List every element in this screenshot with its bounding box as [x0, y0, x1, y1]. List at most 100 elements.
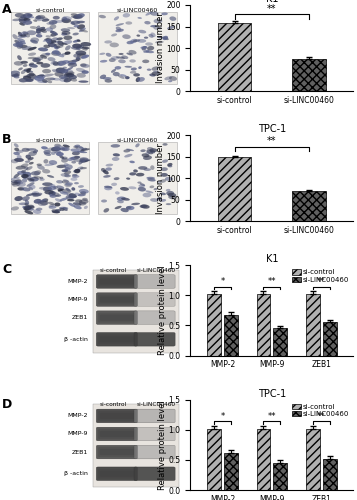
Ellipse shape — [160, 192, 166, 195]
Ellipse shape — [76, 45, 84, 50]
Ellipse shape — [65, 52, 71, 55]
Ellipse shape — [126, 178, 130, 180]
Ellipse shape — [68, 196, 77, 198]
Ellipse shape — [54, 186, 58, 190]
Ellipse shape — [71, 178, 77, 181]
FancyBboxPatch shape — [134, 427, 175, 441]
Ellipse shape — [74, 169, 80, 173]
Ellipse shape — [36, 16, 41, 20]
Ellipse shape — [113, 72, 120, 76]
Ellipse shape — [59, 207, 68, 210]
Ellipse shape — [74, 14, 83, 19]
FancyBboxPatch shape — [96, 446, 137, 459]
Ellipse shape — [27, 208, 34, 210]
Ellipse shape — [103, 175, 111, 178]
Ellipse shape — [44, 74, 54, 77]
Ellipse shape — [129, 60, 136, 62]
Ellipse shape — [66, 73, 74, 77]
Ellipse shape — [115, 28, 124, 32]
Text: β -actin: β -actin — [64, 471, 88, 476]
Ellipse shape — [126, 52, 133, 56]
Text: MMP-2: MMP-2 — [67, 279, 88, 284]
Text: si-LINC00460: si-LINC00460 — [137, 402, 176, 407]
Ellipse shape — [104, 186, 112, 190]
Bar — [218, 158, 251, 221]
FancyBboxPatch shape — [96, 467, 137, 480]
Ellipse shape — [161, 168, 168, 171]
Ellipse shape — [27, 14, 33, 16]
Ellipse shape — [116, 56, 125, 59]
Ellipse shape — [49, 20, 57, 25]
Ellipse shape — [73, 159, 82, 162]
Ellipse shape — [19, 22, 25, 26]
Ellipse shape — [135, 144, 140, 148]
Ellipse shape — [137, 39, 146, 43]
Ellipse shape — [80, 159, 86, 162]
Ellipse shape — [26, 74, 37, 78]
Ellipse shape — [57, 188, 63, 192]
Ellipse shape — [76, 50, 86, 56]
Ellipse shape — [37, 27, 45, 31]
Ellipse shape — [65, 167, 71, 171]
Ellipse shape — [144, 21, 151, 24]
Ellipse shape — [67, 62, 76, 64]
Ellipse shape — [44, 150, 51, 154]
Ellipse shape — [22, 46, 32, 50]
Ellipse shape — [55, 20, 63, 23]
Ellipse shape — [75, 146, 84, 150]
Text: A: A — [2, 4, 12, 16]
Text: si-control: si-control — [100, 402, 127, 407]
Ellipse shape — [128, 186, 136, 190]
Ellipse shape — [168, 195, 177, 200]
Ellipse shape — [81, 70, 89, 74]
Ellipse shape — [70, 20, 80, 25]
Ellipse shape — [150, 150, 155, 154]
Ellipse shape — [79, 160, 83, 164]
Ellipse shape — [146, 150, 153, 154]
Ellipse shape — [150, 198, 159, 202]
FancyBboxPatch shape — [98, 334, 136, 344]
Ellipse shape — [111, 34, 117, 36]
Ellipse shape — [111, 69, 116, 73]
Ellipse shape — [49, 160, 57, 165]
Ellipse shape — [55, 148, 61, 151]
Ellipse shape — [29, 184, 35, 190]
Ellipse shape — [168, 80, 172, 82]
Ellipse shape — [73, 54, 81, 58]
Y-axis label: Invasion number: Invasion number — [156, 142, 165, 214]
Ellipse shape — [16, 150, 24, 153]
Bar — [273, 463, 287, 490]
Ellipse shape — [40, 200, 49, 205]
FancyBboxPatch shape — [98, 276, 136, 286]
Ellipse shape — [42, 18, 49, 22]
Ellipse shape — [59, 156, 64, 159]
Ellipse shape — [12, 182, 21, 186]
Ellipse shape — [103, 77, 111, 80]
Ellipse shape — [44, 152, 51, 156]
Ellipse shape — [145, 190, 154, 194]
Ellipse shape — [116, 23, 124, 26]
Ellipse shape — [35, 16, 44, 21]
Ellipse shape — [106, 164, 113, 166]
Ellipse shape — [37, 80, 47, 83]
Ellipse shape — [52, 20, 57, 24]
Ellipse shape — [120, 74, 127, 77]
Ellipse shape — [67, 199, 75, 202]
Ellipse shape — [36, 26, 40, 29]
Ellipse shape — [61, 169, 68, 172]
Text: **: ** — [267, 136, 277, 146]
Ellipse shape — [24, 204, 34, 208]
Ellipse shape — [138, 30, 146, 34]
Ellipse shape — [163, 37, 169, 40]
Y-axis label: Relative protein level: Relative protein level — [158, 400, 167, 490]
Ellipse shape — [52, 38, 59, 40]
Ellipse shape — [53, 62, 60, 66]
Bar — [306, 294, 320, 356]
Ellipse shape — [41, 199, 46, 202]
Ellipse shape — [14, 180, 22, 184]
Ellipse shape — [60, 198, 67, 201]
Ellipse shape — [23, 13, 32, 18]
Ellipse shape — [119, 53, 124, 55]
Ellipse shape — [77, 166, 84, 170]
Ellipse shape — [117, 196, 126, 201]
